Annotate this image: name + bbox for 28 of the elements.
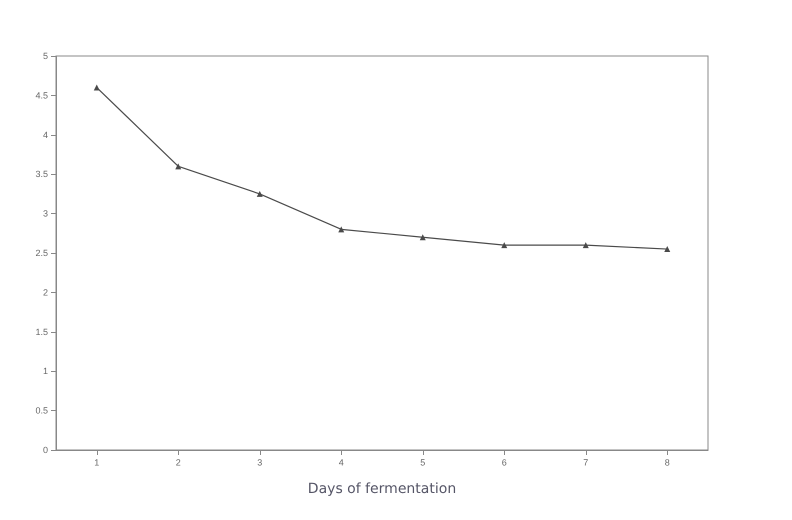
y-tick-label: 5 <box>42 51 48 61</box>
x-tick-label: 3 <box>257 458 262 468</box>
x-tick-label: 6 <box>502 458 507 468</box>
x-axis-title: Days of fermentation <box>308 481 456 497</box>
point <box>338 226 344 232</box>
point <box>664 246 670 252</box>
y-tick-label: 2 <box>42 287 48 298</box>
x-tick-label: 4 <box>338 458 344 468</box>
point <box>94 84 100 91</box>
x-tick-label: 7 <box>583 458 588 468</box>
y-tick-label: 3.5 <box>35 169 48 180</box>
point <box>582 242 589 248</box>
x-tick-label: 5 <box>420 458 426 468</box>
x-tick-label: 8 <box>664 458 670 468</box>
y-tick-label: 2.5 <box>35 248 48 258</box>
x-tick-label: 1 <box>94 458 100 468</box>
y-tick-label: 0.5 <box>35 406 48 416</box>
y-tick-label: 4.5 <box>35 90 48 100</box>
point <box>175 163 182 170</box>
y-tick-label: 0 <box>42 445 48 455</box>
point <box>256 190 263 197</box>
y-tick-label: 3 <box>42 208 48 219</box>
x-tick-label: 2 <box>176 458 181 468</box>
y-tick-label: 4 <box>42 130 48 140</box>
point <box>420 234 426 240</box>
y-tick-label: 1 <box>42 366 48 376</box>
y-tick-label: 1.5 <box>35 326 48 337</box>
point <box>501 242 508 248</box>
